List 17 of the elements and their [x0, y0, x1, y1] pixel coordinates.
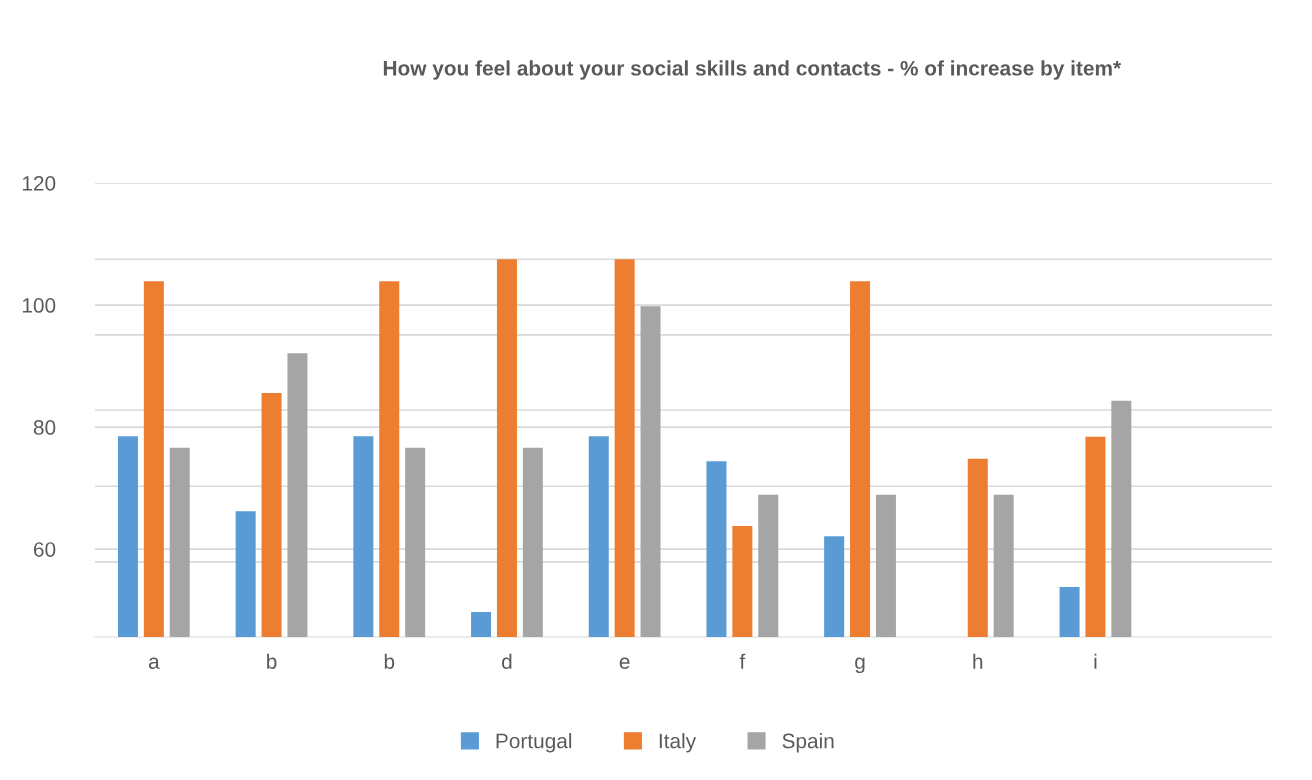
legend-label: Portugal — [496, 733, 572, 753]
x-tick-label: i — [1094, 653, 1097, 669]
y-tick-label: 60 — [34, 542, 56, 557]
y-tick-label: 100 — [22, 298, 56, 313]
x-tick-label: g — [855, 657, 865, 674]
x-tick-label: a — [148, 657, 160, 669]
chart-title: How you feel about your social skills and contacts - % of increase by item* — [383, 60, 1122, 80]
x-tick-label: b — [384, 653, 395, 669]
legend-label: Spain — [782, 733, 834, 753]
y-tick-label: 80 — [33, 420, 56, 435]
x-tick-label: d — [502, 653, 512, 669]
y-tick-label: 120 — [22, 176, 56, 191]
x-tick-label: e — [619, 657, 630, 669]
x-tick-label: b — [267, 653, 277, 669]
x-tick-label: h — [973, 653, 983, 669]
x-tick-label: f — [739, 653, 746, 669]
legend-label: Italy — [659, 733, 697, 753]
